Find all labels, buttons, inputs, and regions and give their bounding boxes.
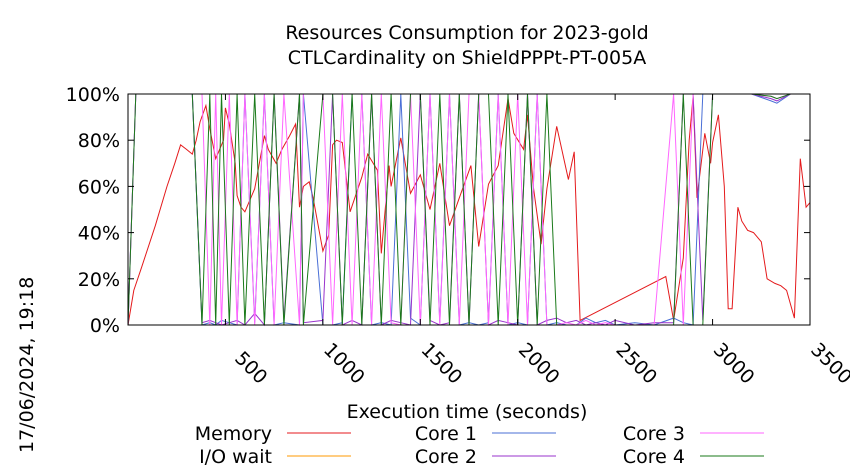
y-tick-label: 20%	[78, 269, 120, 291]
x-tick-label: 3000	[709, 339, 759, 389]
legend-label: I/O wait	[199, 446, 272, 468]
y-tick-label: 80%	[78, 130, 120, 152]
legend-label: Core 4	[623, 446, 685, 468]
series-line-memory	[127, 96, 811, 326]
chart-title-line-2: CTLCardinality on ShieldPPPt-PT-005A	[288, 47, 646, 69]
x-tick-label: 2500	[611, 339, 661, 389]
legend-label: Core 3	[623, 423, 685, 445]
y-tick-label: 100%	[66, 84, 120, 106]
legend-label: Memory	[195, 423, 272, 445]
plot-area	[127, 93, 811, 327]
chart-title-line-1: Resources Consumption for 2023-gold	[285, 22, 648, 44]
x-tick-label: 2000	[514, 339, 564, 389]
x-axis-label: Execution time (seconds)	[347, 401, 588, 423]
y-tick-label: 40%	[78, 223, 120, 245]
legend-label: Core 2	[415, 446, 477, 468]
x-tick-label: 3500	[806, 339, 850, 389]
timestamp-label: 17/06/2024, 19:18	[16, 277, 38, 453]
series-layer	[127, 93, 811, 327]
y-tick-label: 0%	[90, 315, 120, 337]
y-tick-label: 60%	[78, 176, 120, 198]
x-tick-label: 1000	[319, 339, 369, 389]
x-tick-label: 1500	[417, 339, 467, 389]
y-axis: 0% 20% 40% 60% 80% 100%	[66, 84, 810, 337]
legend-label: Core 1	[415, 423, 477, 445]
plot-border	[127, 93, 811, 326]
x-tick-label: 500	[230, 347, 271, 388]
